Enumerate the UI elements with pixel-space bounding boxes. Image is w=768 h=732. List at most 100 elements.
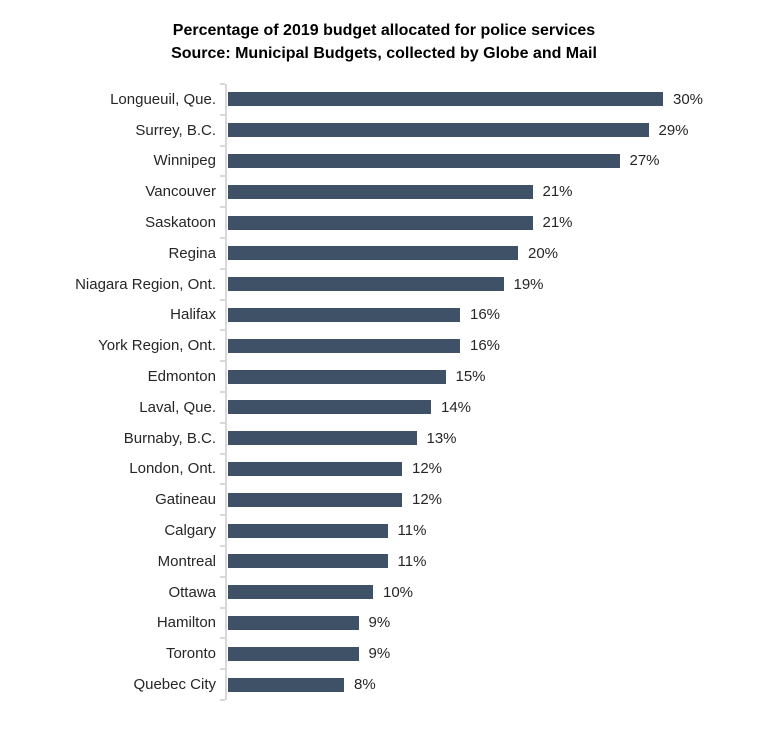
axis-tick bbox=[220, 175, 225, 178]
category-label: Hamilton bbox=[156, 614, 216, 632]
bar bbox=[228, 646, 359, 661]
value-label: 12% bbox=[412, 460, 443, 478]
bar bbox=[228, 92, 663, 107]
category-label: Calgary bbox=[164, 522, 216, 540]
bar-row: Laval, Que. 14% bbox=[0, 392, 768, 423]
bar bbox=[228, 615, 359, 630]
axis-tick bbox=[220, 113, 225, 116]
bar bbox=[228, 585, 373, 600]
value-label: 29% bbox=[658, 121, 689, 139]
bar bbox=[228, 677, 344, 692]
value-label: 19% bbox=[513, 275, 544, 293]
axis-tick bbox=[220, 514, 225, 517]
bar bbox=[228, 184, 533, 199]
category-label: Surrey, B.C. bbox=[135, 121, 216, 139]
bar-row: Halifax 16% bbox=[0, 300, 768, 331]
axis-tick bbox=[220, 545, 225, 547]
axis-tick bbox=[220, 144, 225, 147]
category-label: Longueuil, Que. bbox=[110, 90, 216, 108]
value-label: 16% bbox=[470, 306, 501, 324]
bar-row: London, Ont. 12% bbox=[0, 454, 768, 485]
value-label: 15% bbox=[455, 368, 486, 386]
axis-tick bbox=[220, 267, 225, 270]
value-label: 10% bbox=[383, 583, 414, 601]
axis-tick bbox=[220, 206, 225, 209]
axis-tick bbox=[220, 699, 225, 701]
value-label: 14% bbox=[441, 398, 472, 416]
bar-row: Calgary 11% bbox=[0, 515, 768, 546]
bar-row: Ottawa 10% bbox=[0, 577, 768, 608]
bar bbox=[228, 492, 402, 507]
category-label: Halifax bbox=[170, 306, 216, 324]
value-label: 13% bbox=[426, 429, 457, 447]
bar bbox=[228, 123, 649, 138]
bar bbox=[228, 246, 518, 261]
value-label: 21% bbox=[542, 183, 573, 201]
bar bbox=[228, 215, 533, 230]
value-label: 11% bbox=[397, 522, 427, 540]
category-label: Niagara Region, Ont. bbox=[75, 275, 216, 293]
axis-tick bbox=[220, 360, 225, 363]
category-label: London, Ont. bbox=[129, 460, 216, 478]
bar-row: Longueuil, Que. 30% bbox=[0, 84, 768, 115]
value-label: 9% bbox=[368, 614, 391, 632]
axis-tick bbox=[220, 298, 225, 301]
bar-row: Burnaby, B.C. 13% bbox=[0, 423, 768, 454]
value-label: 21% bbox=[542, 214, 573, 232]
axis-tick bbox=[220, 452, 225, 455]
bar-row: Montreal 11% bbox=[0, 546, 768, 577]
category-label: Quebec City bbox=[133, 676, 216, 694]
category-label: Gatineau bbox=[155, 491, 216, 509]
bar bbox=[228, 369, 446, 384]
value-label: 16% bbox=[470, 337, 501, 355]
axis-tick bbox=[220, 606, 225, 609]
value-label: 11% bbox=[397, 552, 427, 570]
bar-row: Niagara Region, Ont. 19% bbox=[0, 269, 768, 300]
value-label: 20% bbox=[528, 244, 559, 262]
category-label: York Region, Ont. bbox=[98, 337, 216, 355]
y-axis-line bbox=[225, 84, 227, 700]
category-label: Toronto bbox=[165, 645, 216, 663]
axis-tick bbox=[220, 421, 225, 424]
bar bbox=[228, 153, 620, 168]
bar bbox=[228, 523, 388, 538]
plot-area: Longueuil, Que. 30% Surrey, B.C. 29% Winnipe… bbox=[0, 83, 768, 701]
value-label: 30% bbox=[673, 90, 704, 108]
category-label: Montreal bbox=[157, 552, 216, 570]
bar-row: Hamilton 9% bbox=[0, 608, 768, 639]
bar bbox=[228, 431, 417, 446]
value-label: 12% bbox=[412, 491, 443, 509]
chart-title: Percentage of 2019 budget allocated for … bbox=[0, 19, 768, 65]
bar-row: Quebec City 8% bbox=[0, 669, 768, 700]
bar bbox=[228, 554, 388, 569]
axis-tick bbox=[220, 575, 225, 578]
category-label: Vancouver bbox=[145, 183, 216, 201]
axis-tick bbox=[220, 483, 225, 486]
chart-title-line2: Source: Municipal Budgets, collected by … bbox=[171, 45, 597, 62]
value-label: 27% bbox=[629, 152, 660, 170]
bar-row: Toronto 9% bbox=[0, 638, 768, 669]
chart-title-line1: Percentage of 2019 budget allocated for … bbox=[172, 22, 596, 39]
bar-row: Winnipeg 27% bbox=[0, 146, 768, 177]
bar bbox=[228, 277, 504, 292]
axis-tick bbox=[220, 637, 225, 640]
bar bbox=[228, 338, 460, 353]
axis-tick bbox=[220, 83, 225, 85]
bar-row: Surrey, B.C. 29% bbox=[0, 115, 768, 146]
category-label: Burnaby, B.C. bbox=[123, 429, 216, 447]
axis-tick bbox=[220, 329, 225, 332]
bar bbox=[228, 307, 460, 322]
category-label: Saskatoon bbox=[145, 214, 216, 232]
value-label: 8% bbox=[354, 676, 376, 694]
bar-row: Vancouver 21% bbox=[0, 176, 768, 207]
value-label: 9% bbox=[368, 645, 391, 663]
bar-row: Regina 20% bbox=[0, 238, 768, 269]
bar-row: Saskatoon 21% bbox=[0, 207, 768, 238]
bar bbox=[228, 400, 431, 415]
bar-row: Gatineau 12% bbox=[0, 484, 768, 515]
category-label: Winnipeg bbox=[153, 152, 216, 170]
category-label: Ottawa bbox=[168, 583, 216, 601]
category-label: Edmonton bbox=[147, 368, 216, 386]
axis-tick bbox=[220, 668, 225, 671]
